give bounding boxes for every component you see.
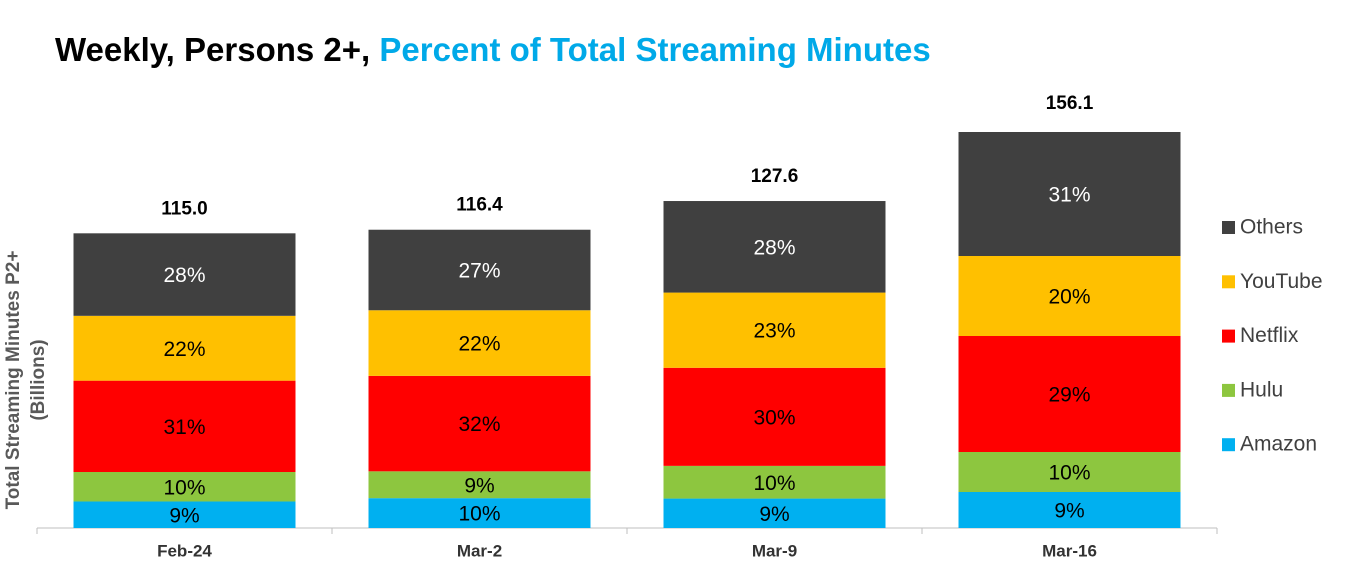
y-axis-label: Total Streaming Minutes P2+: [3, 251, 24, 510]
bar-segment: [663, 465, 886, 499]
bar-segment: [368, 310, 591, 376]
bar-segment: [73, 315, 296, 381]
data-label: 9%: [1054, 500, 1084, 523]
title-main: Weekly, Persons 2+,: [55, 31, 370, 68]
bar-segment: [73, 472, 296, 502]
legend-label: Others: [1240, 216, 1303, 239]
data-label: 28%: [163, 264, 205, 287]
data-label: 10%: [458, 503, 500, 526]
data-label: 31%: [163, 416, 205, 439]
bar-segment: [958, 452, 1181, 492]
y-axis-label: (Billions): [28, 339, 49, 420]
data-label: 22%: [458, 333, 500, 356]
data-label: 10%: [753, 472, 795, 495]
x-tick-label: Mar-16: [1042, 541, 1097, 560]
bar-segment: [663, 498, 886, 528]
total-label: 127.6: [751, 166, 799, 187]
legend-swatch: [1222, 221, 1235, 234]
bar-segment: [368, 229, 591, 311]
bar-segment: [73, 380, 296, 473]
data-label: 32%: [458, 413, 500, 436]
legend-swatch: [1222, 383, 1235, 397]
chart-title: Weekly, Persons 2+, Percent of Total Str…: [55, 31, 931, 68]
data-label: 9%: [169, 504, 199, 527]
x-tick-label: Mar-9: [752, 541, 797, 560]
bar-segment: [663, 292, 886, 368]
bar-segment: [663, 367, 886, 466]
data-label: 9%: [759, 503, 789, 526]
x-tick-label: Feb-24: [157, 541, 212, 560]
data-label: 20%: [1048, 286, 1090, 309]
data-label: 31%: [1048, 184, 1090, 207]
title-highlight: Percent of Total Streaming Minutes: [379, 31, 930, 68]
bar-segment: [958, 492, 1181, 528]
legend-label: Amazon: [1240, 433, 1317, 456]
bar-segment: [958, 132, 1181, 256]
bar-segment: [958, 336, 1181, 452]
legend-swatch: [1222, 275, 1235, 289]
total-label: 116.4: [456, 195, 503, 216]
total-label: 156.1: [1046, 93, 1094, 114]
bar-segment: [368, 375, 591, 472]
data-label: 9%: [464, 474, 494, 497]
data-label: 28%: [753, 236, 795, 259]
bar-segment: [958, 256, 1181, 336]
data-label: 30%: [753, 406, 795, 429]
legend-label: YouTube: [1240, 270, 1323, 293]
bar-segment: [73, 501, 296, 528]
total-label: 115.0: [161, 198, 208, 219]
legend-label: Hulu: [1240, 378, 1283, 401]
data-label: 10%: [163, 476, 205, 499]
legend-swatch: [1222, 438, 1235, 452]
legend-swatch: [1222, 329, 1235, 343]
data-label: 23%: [753, 320, 795, 343]
x-tick-label: Mar-2: [457, 541, 502, 560]
bar-segment: [73, 233, 296, 316]
data-label: 22%: [163, 338, 205, 361]
data-label: 10%: [1048, 462, 1090, 485]
bar-segment: [368, 498, 591, 528]
bar-segment: [368, 471, 591, 499]
data-label: 29%: [1048, 384, 1090, 407]
legend-label: Netflix: [1240, 324, 1299, 347]
data-label: 27%: [458, 260, 500, 283]
bar-segment: [663, 201, 886, 293]
